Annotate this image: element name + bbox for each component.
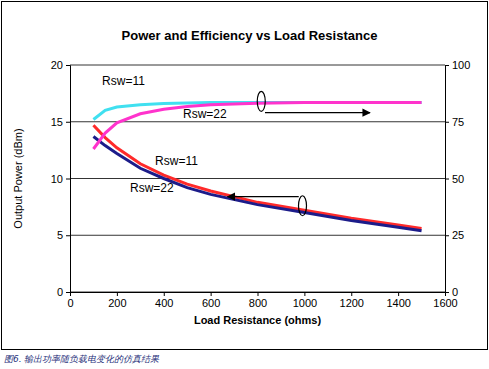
tick-label: 1000 — [293, 297, 317, 309]
tick-label: 50 — [452, 173, 464, 185]
grid — [70, 65, 445, 292]
x-axis-title: Load Resistance (ohms) — [194, 314, 321, 326]
grid-line — [70, 178, 445, 179]
tick-label: 15 — [51, 116, 63, 128]
tick: 400 — [155, 292, 173, 309]
series-group — [93, 102, 421, 230]
tick-label: 600 — [202, 297, 220, 309]
x-axis: 0 200 400 600 800 1000 1200 1400 1600 — [67, 292, 457, 309]
tick-mark — [66, 65, 70, 66]
tick: 600 — [202, 292, 220, 309]
tick-label: 200 — [108, 297, 126, 309]
tick-mark — [445, 179, 449, 180]
tick-mark — [66, 122, 70, 123]
tick-label: 25 — [452, 229, 464, 241]
axis-line — [446, 66, 450, 293]
tick-mark — [164, 292, 165, 296]
tick: 200 — [108, 292, 126, 309]
tick-mark — [117, 292, 118, 296]
tick: 5 — [57, 229, 70, 241]
grid-line — [70, 65, 445, 66]
tick-label: 75 — [452, 116, 464, 128]
series-line — [93, 102, 421, 149]
annotation: Rsw=22 — [183, 107, 227, 121]
y-axis-title: Output Power (dBm) — [12, 128, 24, 228]
arrow — [228, 196, 299, 197]
tick-label: 0 — [452, 286, 458, 298]
tick-label: 100 — [452, 59, 470, 71]
tick-mark — [445, 65, 449, 66]
tick: 75 — [445, 116, 464, 128]
tick: 50 — [445, 173, 464, 185]
tick: 25 — [445, 229, 464, 241]
chart-border — [2, 2, 488, 350]
caption: 图6. 输出功率随负载电变化的仿真结果 — [4, 354, 160, 364]
tick-mark — [351, 292, 352, 296]
tick-mark — [445, 292, 449, 293]
ellipse — [257, 91, 265, 111]
plot: 0200400600800100012001400160005101520025… — [51, 59, 471, 309]
tick: 0 — [67, 292, 73, 309]
tick: 1200 — [340, 292, 364, 309]
y2-axis: 0 25 50 75 100 — [445, 59, 470, 298]
tick: 100 — [445, 59, 470, 71]
axis-line — [71, 293, 446, 297]
tick-label: 20 — [51, 59, 63, 71]
arrow — [265, 112, 370, 113]
series-line — [93, 125, 421, 228]
annotation: Rsw=11 — [155, 154, 198, 168]
annotation-markers — [228, 91, 371, 215]
tick-label: 0 — [67, 297, 73, 309]
tick-mark — [398, 292, 399, 296]
tick-mark — [445, 122, 449, 123]
tick-label: 0 — [57, 286, 63, 298]
tick-mark — [66, 235, 70, 236]
tick-mark — [66, 292, 70, 293]
chart: Power and Efficiency vs Load Resistance 0… — [0, 0, 489, 369]
ellipse — [299, 196, 307, 216]
tick-label: 1200 — [340, 297, 364, 309]
tick: 0 — [445, 286, 458, 298]
tick: 10 — [51, 173, 70, 185]
tick-label: 1600 — [433, 297, 457, 309]
tick: 15 — [51, 116, 70, 128]
series-line — [93, 137, 421, 231]
tick: 800 — [249, 292, 267, 309]
tick-mark — [258, 292, 259, 296]
tick-label: 10 — [51, 173, 63, 185]
tick: 1400 — [386, 292, 410, 309]
tick-mark — [66, 179, 70, 180]
tick-mark — [445, 235, 449, 236]
annotation: Rsw=11 — [102, 74, 145, 88]
tick: 0 — [57, 286, 70, 298]
tick-label: 5 — [57, 229, 63, 241]
title: Power and Efficiency vs Load Resistance — [122, 28, 378, 43]
tick-label: 400 — [155, 297, 173, 309]
tick: 20 — [51, 59, 70, 71]
tick-mark — [211, 292, 212, 296]
axis-line — [66, 66, 71, 293]
tick-label: 800 — [249, 297, 267, 309]
tick: 1000 — [293, 292, 317, 309]
annotation: Rsw=22 — [130, 181, 174, 195]
grid-line — [70, 121, 445, 122]
tick-label: 1400 — [386, 297, 410, 309]
y-axis: 0 5 10 15 20 — [51, 59, 71, 298]
tick-mark — [304, 292, 305, 296]
grid-line — [70, 235, 445, 236]
